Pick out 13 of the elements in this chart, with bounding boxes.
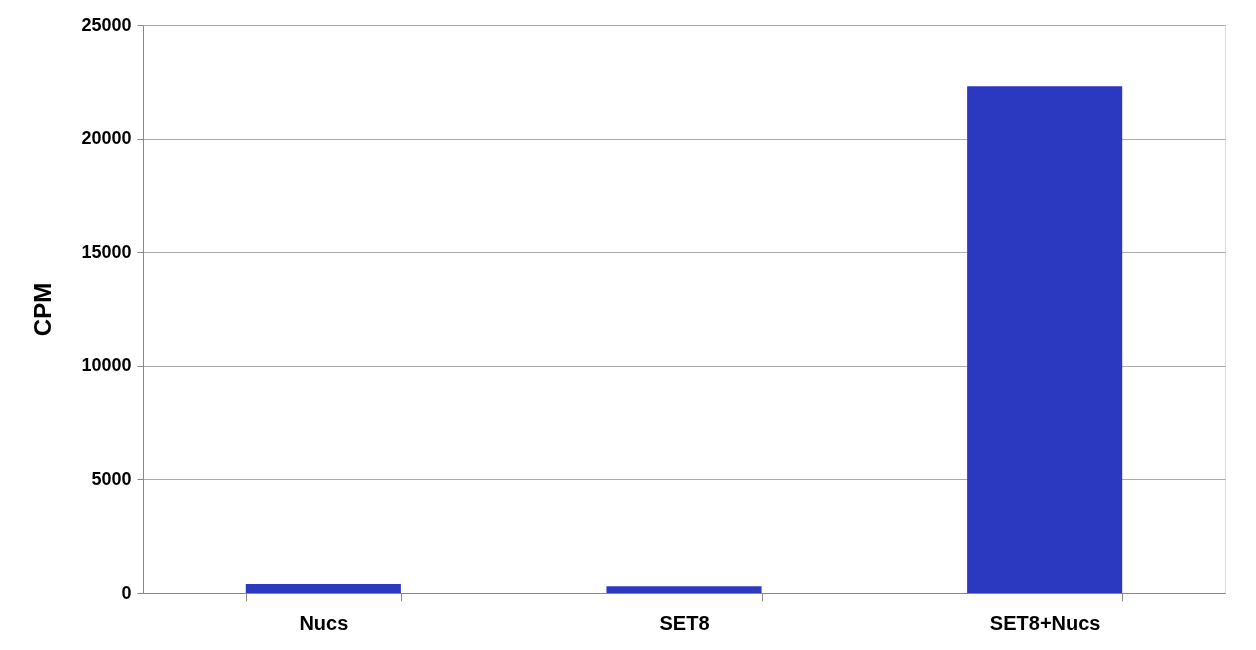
bar	[245, 583, 401, 593]
y-tick-label: 5000	[91, 468, 132, 489]
bar	[967, 86, 1123, 593]
x-tick-label: SET8	[659, 611, 710, 634]
y-tick-label: 10000	[81, 355, 132, 376]
y-tick-label: 0	[121, 582, 132, 603]
y-tick-label: 25000	[81, 14, 132, 35]
x-tick-label: Nucs	[299, 611, 349, 634]
x-tick-label: SET8+Nucs	[989, 611, 1101, 634]
bar	[606, 586, 762, 593]
y-tick-label: 20000	[81, 128, 132, 149]
y-tick-label: 15000	[81, 241, 132, 262]
y-axis-title: CPM	[29, 282, 57, 337]
